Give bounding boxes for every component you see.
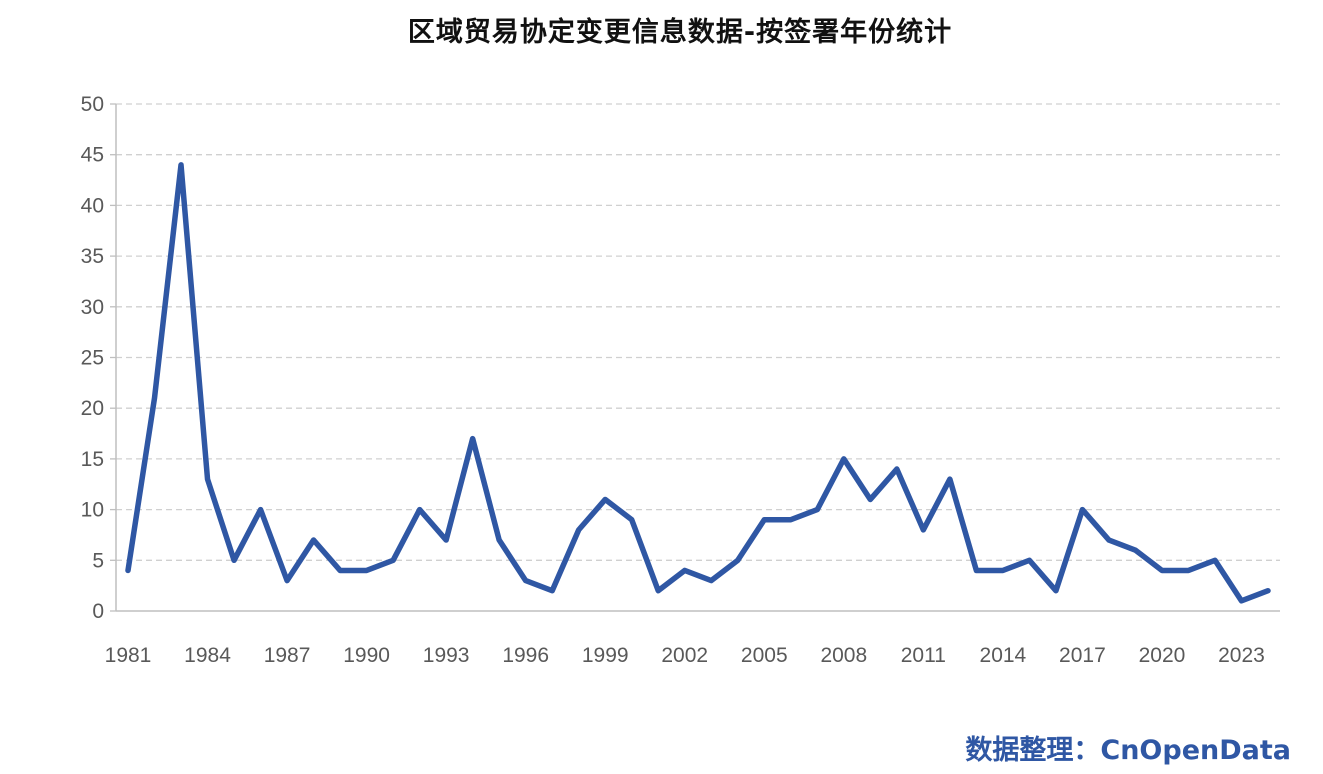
axes [110,103,1280,612]
y-tick-label: 15 [81,448,104,471]
y-tick-label: 20 [81,397,104,420]
x-tick-label: 1987 [264,644,311,667]
y-tick-label: 10 [81,499,104,522]
x-tick-label: 2023 [1218,644,1265,667]
x-tick-label: 1993 [423,644,470,667]
series-layer [125,162,1271,604]
y-tick-label: 0 [92,600,104,623]
chart-title: 区域贸易协定变更信息数据-按签署年份统计 [407,17,953,48]
source-credit: 数据整理：CnOpenData [965,735,1291,766]
y-tick-label: 35 [81,245,104,268]
x-tick-label: 1996 [502,644,549,667]
y-tick-label: 25 [81,347,104,370]
x-tick-label: 2011 [901,644,946,667]
x-axis-ticks: 1981 1984 1987 1990 1993 1996 1999 2002 2005 2008… [105,644,1265,667]
y-axis-ticks: 0 5 10 15 20 25 30 35 40 45 50 [81,93,104,623]
y-tick-label: 40 [81,194,104,217]
x-tick-label: 1981 [105,644,152,667]
gridlines [116,103,1280,561]
x-tick-label: 1999 [582,644,629,667]
x-tick-label: 2017 [1059,644,1106,667]
x-tick-label: 2008 [820,644,867,667]
y-tick-label: 50 [81,93,104,116]
x-tick-label: 2014 [980,644,1027,667]
x-tick-label: 1990 [343,644,390,667]
x-tick-label: 2002 [661,644,708,667]
series-line [125,162,1271,604]
y-tick-label: 30 [81,296,104,319]
x-tick-label: 2005 [741,644,788,667]
y-tick-label: 5 [92,549,104,572]
x-tick-label: 2020 [1139,644,1186,667]
x-tick-label: 1984 [184,644,231,667]
y-tick-label: 45 [81,144,104,167]
